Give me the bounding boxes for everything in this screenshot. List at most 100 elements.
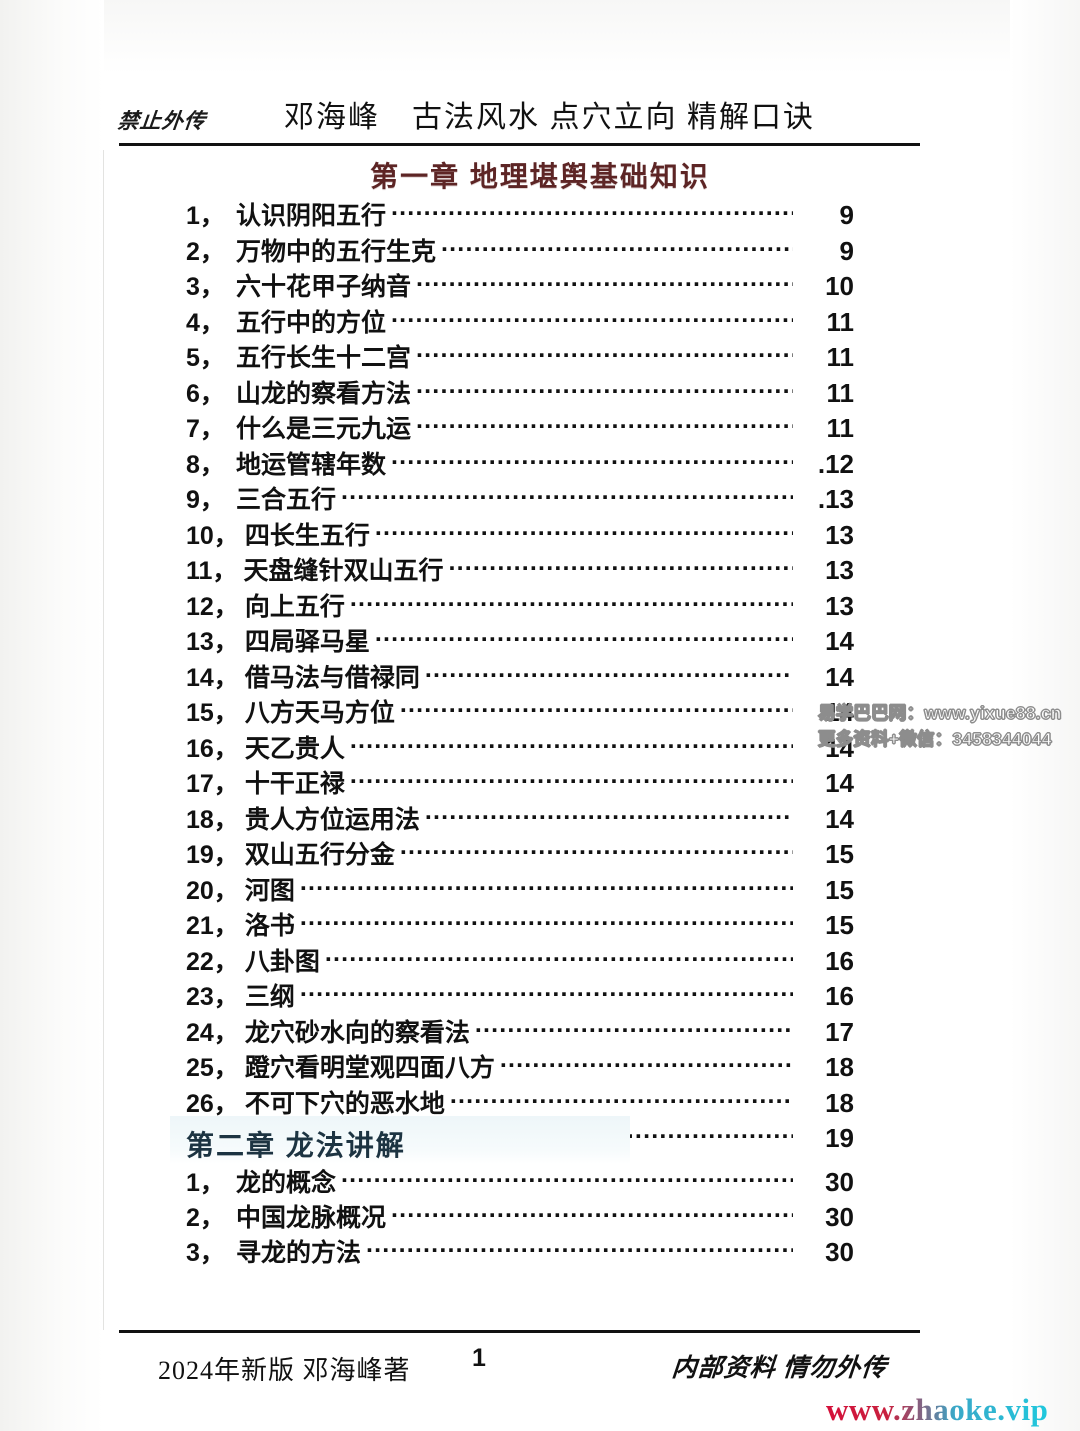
toc-entry-page: 9 [839,235,854,266]
toc-entry-number: 5， [186,344,225,372]
toc-entry-title: 天盘缝针双山五行 [243,557,444,585]
toc-chapter-1: 1， 认识阴阳五行 9 2， 万物中的五行生克 9 3， 六十花甲子纳音 10 4， 五行中的方位 1… [186,196,854,1155]
toc-entry-number: 20， [186,876,239,905]
footer-edition-author: 2024年新版 邓海峰著 [158,1356,411,1385]
toc-dot-leader [375,625,793,650]
toc-entry-title: 龙的概念 [236,1169,337,1197]
toc-entry-number: 3， [186,1239,225,1267]
toc-row[interactable]: 3， 寻龙的方法 30 [186,1233,854,1268]
toc-entry-number: 11， [186,557,238,585]
toc-row[interactable]: 24，龙穴砂水向的察看法 17 [186,1013,854,1049]
toc-row[interactable]: 5， 五行长生十二宫 11 [186,338,854,374]
toc-entry-number: 16， [186,734,239,763]
toc-dot-leader [425,803,793,828]
toc-entry-page: 11 [826,413,855,443]
toc-entry-title: 双山五行分金 [244,841,395,869]
toc-dot-leader [341,1166,793,1191]
toc-entry-page: 14 [825,732,854,763]
toc-row[interactable]: 22，八卦图 16 [186,942,854,978]
toc-entry-number: 25， [186,1054,239,1082]
toc-entry-title: 八卦图 [244,947,320,976]
toc-row[interactable]: 18，贵人方位运用法 14 [186,800,854,836]
toc-entry-title: 认识阴阳五行 [236,202,387,230]
toc-row[interactable]: 1， 认识阴阳五行 9 [186,196,854,232]
toc-entry-page: 15 [825,839,854,869]
toc-row[interactable]: 13，四局驿马星 14 [186,622,854,658]
toc-entry-title: 四长生五行 [244,521,370,550]
toc-entry-title: 四局驿马星 [244,628,370,656]
toc-row[interactable]: 26，不可下穴的恶水地 18 [186,1084,854,1120]
scan-shading-right [1010,0,1080,1431]
toc-row[interactable]: 7， 什么是三元九运 11 [186,409,854,445]
toc-entry-title: 向上五行 [244,592,345,621]
toc-dot-leader [375,519,793,544]
toc-entry-title: 借马法与借禄同 [244,663,420,692]
toc-entry-page: 14 [825,697,854,727]
toc-entry-page: 10 [825,271,854,301]
toc-row[interactable]: 23，三纲 16 [186,977,854,1013]
toc-entry-page: 11 [826,306,855,337]
toc-row[interactable]: 3， 六十花甲子纳音 10 [186,267,854,303]
toc-entry-number: 1， [186,202,225,230]
toc-entry-page: 18 [825,1087,854,1118]
toc-entry-title: 山龙的察看方法 [236,379,412,408]
toc-entry-number: 10， [186,521,239,550]
toc-row[interactable]: 11，天盘缝针双山五行 13 [186,551,854,587]
toc-entry-number: 1， [186,1169,225,1197]
toc-row[interactable]: 9， 三合五行 .13 [186,480,854,516]
toc-entry-page: 19 [825,1123,854,1153]
toc-entry-page: 11 [826,377,855,408]
toc-entry-number: 18， [186,805,239,834]
toc-row[interactable]: 6， 山龙的察看方法 11 [186,374,854,410]
toc-dot-leader [416,270,793,295]
toc-entry-number: 2， [186,1204,225,1232]
toc-row[interactable]: 14，借马法与借禄同 14 [186,658,854,694]
toc-entry-title: 洛书 [244,912,295,940]
toc-chapter-2: 1， 龙的概念 30 2， 中国龙脉概况 30 3， 寻龙的方法 30 [186,1163,854,1268]
toc-row[interactable]: 4， 五行中的方位 11 [186,303,854,339]
toc-entry-title: 什么是三元九运 [236,415,412,443]
toc-row[interactable]: 8， 地运管辖年数 .12 [186,445,854,481]
toc-dot-leader [300,874,793,899]
toc-row[interactable]: 2， 万物中的五行生克 9 [186,232,854,268]
toc-entry-page: 17 [825,1016,854,1047]
toc-entry-page: 15 [825,874,854,905]
chapter-2-highlight-band [170,1116,630,1164]
toc-dot-leader [350,767,793,792]
toc-row[interactable]: 25，蹬穴看明堂观四面八方 18 [186,1048,854,1084]
toc-row[interactable]: 2， 中国龙脉概况 30 [186,1198,854,1233]
watermark-site-line1: 易学巴巴网：www.yixue88.cn [818,703,1062,724]
toc-entry-page: 13 [825,519,854,550]
toc-row[interactable]: 15，八方天马方位 14 [186,693,854,729]
toc-entry-number: 2， [186,237,225,266]
toc-dot-leader [391,1201,793,1226]
toc-dot-leader [416,341,793,366]
toc-entry-title: 中国龙脉概况 [236,1204,387,1232]
toc-row[interactable]: 19，双山五行分金 15 [186,835,854,871]
toc-row[interactable]: 1， 龙的概念 30 [186,1163,854,1198]
toc-row[interactable]: 20，河图 15 [186,871,854,907]
toc-row[interactable]: 21，洛书 15 [186,906,854,942]
toc-row[interactable]: 17，十干正禄 14 [186,764,854,800]
toc-entry-page: 15 [825,910,854,940]
restricted-stamp: 禁止外传 [116,109,208,133]
toc-entry-number: 19， [186,841,239,869]
toc-entry-page: .12 [817,448,854,479]
watermark-bottom-url: www.zhaoke.vip [826,1392,1049,1427]
toc-entry-title: 八方天马方位 [244,699,395,727]
toc-entry-title: 六十花甲子纳音 [236,273,412,301]
toc-row[interactable]: 10，四长生五行 13 [186,516,854,552]
watermark-site-line2: 更多资料+微信：3458344044 [818,729,1052,750]
toc-entry-page: 13 [825,555,854,585]
toc-entry-number: 9， [186,486,225,514]
toc-row[interactable]: 12，向上五行 13 [186,587,854,623]
toc-entry-title: 万物中的五行生克 [236,237,437,266]
toc-entry-number: 3， [186,273,225,301]
toc-entry-title: 寻龙的方法 [236,1239,362,1267]
toc-dot-leader [391,306,793,331]
toc-row[interactable]: 16，天乙贵人 14 [186,729,854,765]
header-divider [119,143,920,146]
toc-entry-page: 16 [825,981,854,1011]
toc-entry-number: 8， [186,450,225,479]
footer-confidential-note: 内部资料 情勿外传 [670,1355,889,1382]
